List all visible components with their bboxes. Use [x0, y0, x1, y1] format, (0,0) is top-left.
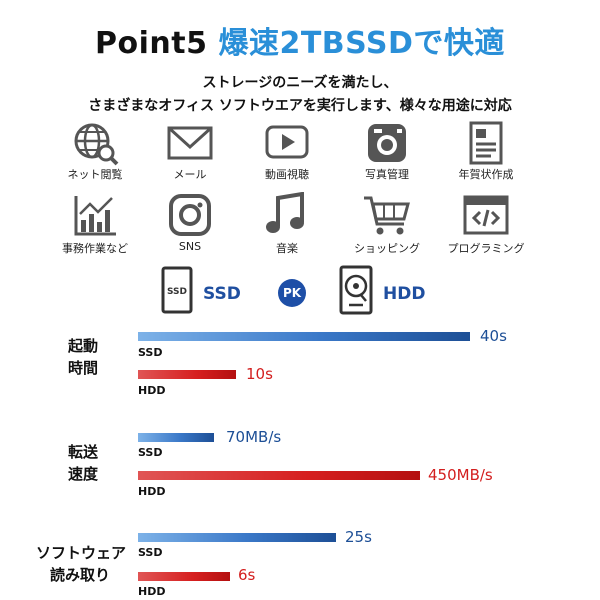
pk-badge: PK — [278, 279, 306, 307]
label-shopping: ショッピング — [354, 242, 420, 255]
software-hdd-bar — [138, 572, 230, 581]
software-ssd-value: 25s — [345, 528, 372, 546]
mail-icon — [162, 118, 218, 168]
transfer-hdd-value: 450MB/s — [428, 466, 493, 484]
label-browsing: ネット閲覧 — [67, 168, 123, 181]
group-software-title: ソフトウェア 読み取り — [36, 542, 126, 586]
software-hdd-label: HDD — [138, 585, 166, 598]
boot-ssd-label: SSD — [138, 346, 163, 359]
boot-hdd-label: HDD — [138, 384, 166, 397]
chart-icon — [67, 190, 123, 240]
video-play-icon — [259, 118, 315, 168]
label-mail: メール — [173, 168, 207, 181]
code-window-icon — [458, 190, 514, 240]
boot-hdd-value: 10s — [246, 365, 273, 383]
transfer-ssd-bar — [138, 433, 214, 442]
label-sns: SNS — [178, 240, 202, 253]
transfer-hdd-bar — [138, 471, 420, 480]
ssd-drive-icon-text: SSD — [167, 287, 187, 297]
label-card: 年賀状作成 — [458, 168, 514, 181]
instagram-icon — [162, 190, 218, 240]
group-transfer-title: 転送 速度 — [68, 441, 98, 485]
transfer-ssd-label: SSD — [138, 446, 163, 459]
hdd-label: HDD — [383, 284, 426, 304]
label-music: 音楽 — [276, 242, 298, 255]
transfer-ssd-value: 70MB/s — [226, 428, 282, 446]
title-highlight: 爆速2TBSSDで快適 — [218, 26, 505, 61]
label-office: 事務作業など — [62, 242, 128, 255]
ssd-label: SSD — [203, 284, 241, 304]
group-software-line1: ソフトウェア — [36, 544, 127, 562]
subtitle-line-2: さまざまなオフィス ソフトウエアを実行します、様々な用途に対応 — [88, 98, 512, 114]
globe-search-icon — [67, 118, 123, 168]
boot-ssd-bar — [138, 332, 470, 341]
group-boot-line2: 時間 — [68, 359, 99, 377]
software-ssd-label: SSD — [138, 546, 163, 559]
page-title: Point5 爆速2TBSSDで快適 — [0, 18, 600, 62]
group-boot-line1: 起動 — [68, 337, 99, 355]
ssd-drive-icon: SSD — [161, 266, 193, 314]
label-photo: 写真管理 — [365, 168, 409, 181]
hdd-drive-icon — [339, 265, 373, 315]
title-point: Point5 — [95, 26, 219, 61]
music-note-icon — [259, 190, 315, 240]
label-programming: プログラミング — [447, 242, 525, 255]
boot-ssd-value: 40s — [480, 327, 507, 345]
group-transfer-line2: 速度 — [68, 465, 99, 483]
label-video: 動画視聴 — [265, 168, 309, 181]
card-icon — [458, 118, 514, 168]
camera-icon — [359, 118, 415, 168]
boot-hdd-bar — [138, 370, 236, 379]
cart-icon — [359, 190, 415, 240]
group-software-line2: 読み取り — [50, 566, 111, 584]
subtitle-line-1: ストレージのニーズを満たし、 — [202, 75, 398, 91]
software-ssd-bar — [138, 533, 336, 542]
group-boot-title: 起動 時間 — [68, 335, 98, 379]
transfer-hdd-label: HDD — [138, 485, 166, 498]
software-hdd-value: 6s — [238, 566, 256, 584]
group-transfer-line1: 転送 — [68, 443, 99, 461]
